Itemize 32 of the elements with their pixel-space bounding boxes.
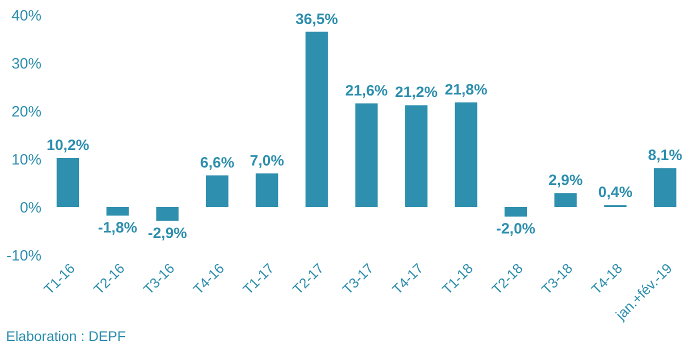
bar [654,168,676,207]
data-label: 21,2% [394,84,438,102]
bar [454,102,478,207]
bar [206,175,228,207]
y-tick-label: 40% [11,8,42,24]
data-label: -2,9% [148,224,188,242]
bar [106,207,129,216]
bar [306,32,328,207]
bar [355,103,378,207]
y-tick-label: 30% [11,56,42,72]
data-label: 6,6% [200,154,234,172]
data-label: 8,1% [648,147,682,164]
y-tick-label: 20% [11,104,42,120]
bar [405,105,428,207]
y-tick-label: 10% [11,152,42,168]
data-label: 21,8% [444,81,488,98]
bar [56,158,80,207]
bar [554,193,577,207]
data-label: -2,0% [496,220,536,238]
y-tick-label: -10% [6,248,42,264]
y-tick-label: 0% [20,200,42,216]
data-label: 10,2% [46,137,90,154]
data-label: 0,4% [598,184,632,202]
bar [504,207,528,217]
bar [256,173,278,207]
data-label: 21,6% [345,82,388,100]
data-label: 7,0% [250,152,284,170]
data-label: 2,9% [548,172,583,190]
bar [156,207,179,221]
data-label: 36,5% [295,10,338,28]
text: Elaboration : DEPF [6,328,126,344]
data-label: -1,8% [98,220,138,237]
